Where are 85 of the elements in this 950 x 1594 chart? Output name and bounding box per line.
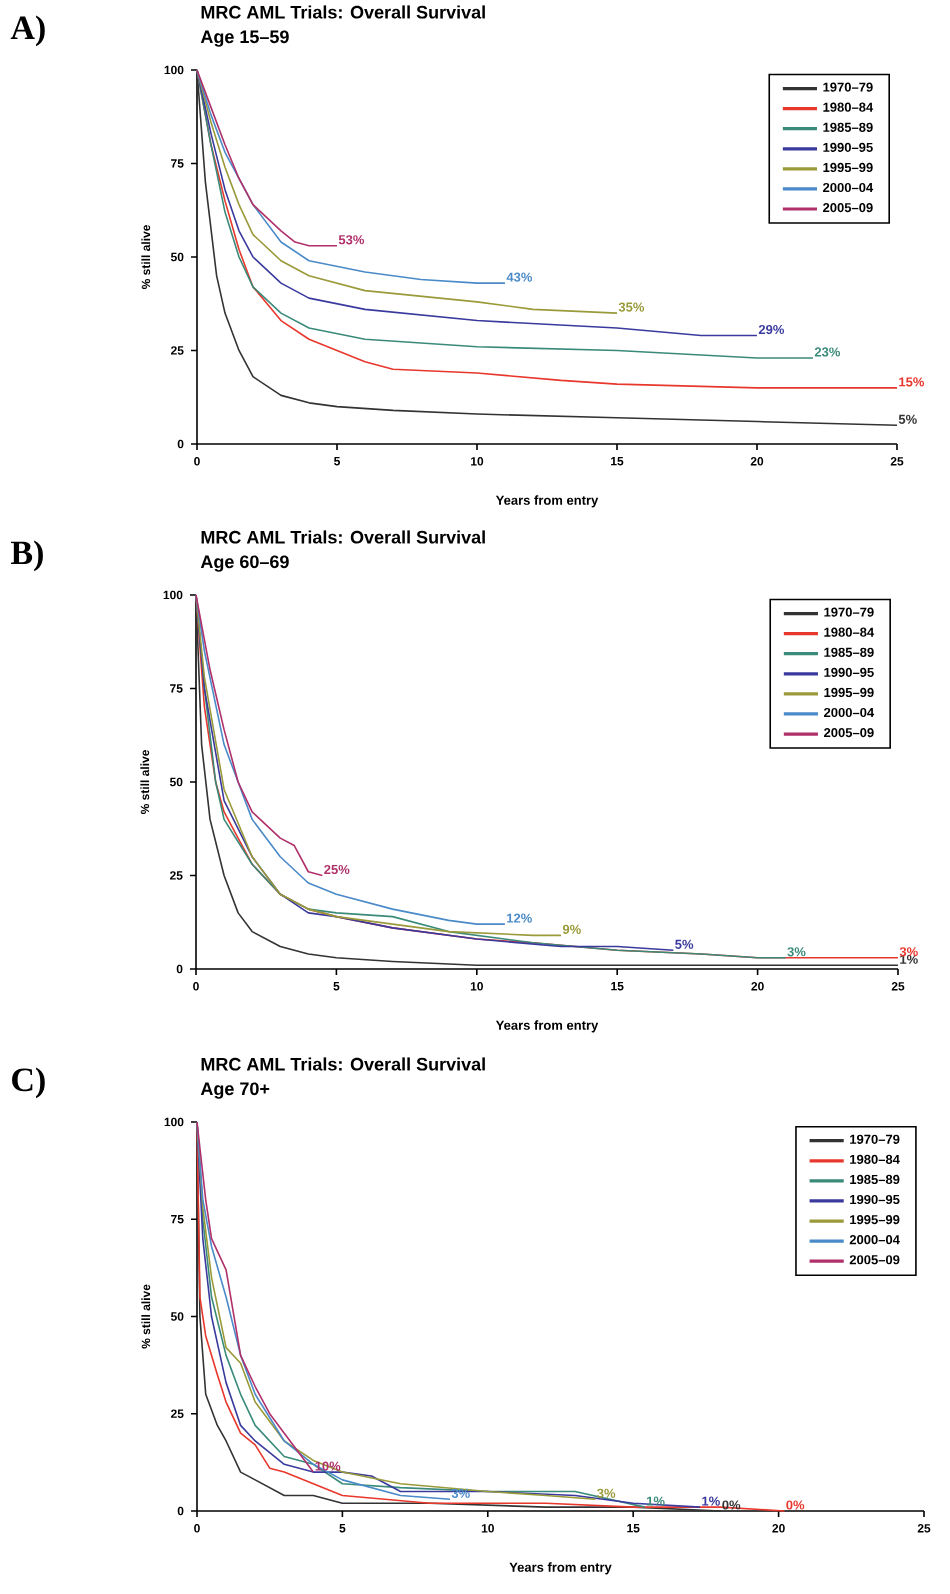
chart-subtitle: Age 15–59 [200, 30, 289, 47]
annotation: 3% [787, 947, 806, 957]
x-tick-label: 25 [890, 457, 904, 466]
annotation: 23% [814, 347, 841, 357]
annotation: 29% [758, 324, 785, 335]
y-tick-label: 50 [169, 777, 183, 787]
x-tick-label: 25 [891, 982, 905, 991]
chart-subtitle: Age 60–69 [200, 555, 289, 572]
y-tick-label: 25 [170, 346, 184, 355]
legend-label: 1980–84 [850, 1154, 900, 1164]
text: C) [12, 1067, 45, 1099]
y-tick-label: 50 [170, 252, 184, 262]
x-tick-label: 10 [470, 982, 483, 991]
text: B) [10, 540, 43, 572]
y-tick-label: 75 [170, 684, 183, 693]
y-tick-label: 75 [171, 159, 184, 168]
legend-label: 1995–99 [824, 687, 874, 698]
x-tick-label: 25 [917, 1524, 931, 1533]
y-axis-title: % still alive [141, 225, 151, 290]
x-tick-label: 5 [334, 457, 340, 466]
y-tick-label: 0 [177, 439, 184, 449]
x-tick-label: 10 [481, 1524, 494, 1533]
annotation: 1% [647, 1496, 665, 1506]
legend-label: 1985–89 [824, 647, 874, 657]
y-tick-label: 50 [170, 1312, 184, 1321]
legend-label: 1970–79 [850, 1134, 900, 1144]
x-axis-title: Years from entry [495, 495, 599, 508]
legend-label: 1990–95 [850, 1194, 900, 1205]
x-tick-label: 15 [611, 457, 624, 466]
legend-label: 1970–79 [824, 607, 874, 617]
legend-label: 2005–09 [823, 203, 873, 213]
y-tick-label: 100 [164, 65, 184, 75]
chart-title: MRC AML Trials: Overall Survival [201, 1057, 485, 1071]
legend-label: 2000–04 [824, 707, 875, 718]
legend-label: 1980–84 [824, 627, 875, 637]
y-tick-label: 25 [170, 1409, 184, 1418]
text: A) [10, 15, 45, 47]
legend-label: 2005–09 [849, 1255, 900, 1265]
annotation: 3% [597, 1488, 616, 1498]
legend-label: 1995–99 [823, 162, 873, 173]
chart-subtitle: Age 70+ [200, 1082, 270, 1099]
x-tick-label: 5 [339, 1524, 346, 1533]
legend-label: 1985–89 [823, 122, 873, 132]
annotation: 53% [338, 235, 365, 245]
y-tick-label: 100 [164, 1117, 184, 1127]
y-tick-label: 25 [169, 871, 183, 880]
annotation: 1% [702, 1496, 720, 1506]
annotation: 43% [506, 272, 533, 282]
annotation: 9% [562, 924, 581, 934]
annotation: 25% [324, 864, 350, 875]
annotation: 15% [899, 377, 925, 387]
x-tick-label: 15 [627, 1524, 640, 1533]
chart-title: MRC AML Trials: Overall Survival [201, 5, 485, 19]
y-tick-label: 0 [176, 964, 183, 974]
legend-label: 1990–95 [823, 142, 873, 152]
annotation: 35% [618, 302, 645, 312]
legend-label: 1985–89 [850, 1174, 900, 1185]
x-axis-title: Years from entry [509, 1562, 612, 1575]
x-tick-label: 20 [750, 457, 764, 466]
y-tick-label: 100 [163, 590, 183, 600]
x-axis-title: Years from entry [495, 1020, 599, 1033]
x-tick-label: 10 [471, 457, 484, 466]
legend-label: 1980–84 [823, 102, 874, 112]
legend-label: 1995–99 [850, 1215, 900, 1225]
x-tick-label: 20 [772, 1524, 785, 1533]
y-tick-label: 75 [171, 1215, 184, 1224]
y-axis-title: % still alive [141, 1284, 151, 1349]
y-tick-label: 0 [177, 1506, 184, 1516]
x-tick-label: 0 [193, 982, 199, 991]
x-tick-label: 5 [333, 982, 340, 991]
chart-title: MRC AML Trials: Overall Survival [201, 530, 485, 544]
x-tick-label: 0 [194, 457, 200, 466]
legend-label: 2000–04 [823, 182, 874, 193]
annotation: 12% [507, 913, 532, 923]
legend-label: 1990–95 [824, 667, 874, 677]
x-tick-label: 15 [611, 982, 624, 991]
annotation: 5% [675, 939, 694, 949]
x-tick-label: 20 [751, 982, 764, 991]
y-axis-title: % still alive [140, 750, 150, 815]
annotation: 5% [898, 414, 917, 424]
legend-label: 1970–79 [823, 82, 873, 92]
annotation: 0% [786, 1500, 805, 1510]
legend-label: 2005–09 [824, 728, 874, 738]
legend-label: 2000–04 [849, 1235, 900, 1245]
x-tick-label: 0 [194, 1524, 200, 1533]
